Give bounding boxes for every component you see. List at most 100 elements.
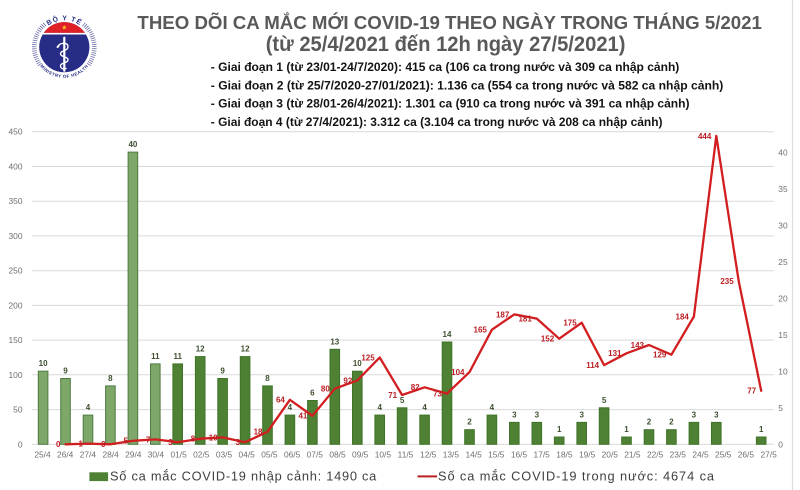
svg-text:400: 400 <box>9 162 23 172</box>
svg-text:82: 82 <box>411 383 420 392</box>
svg-text:03/5: 03/5 <box>216 449 233 459</box>
svg-text:- Giai đoạn 2 (từ 25/7/2020-27: - Giai đoạn 2 (từ 25/7/2020-27/01/2021):… <box>211 78 724 92</box>
svg-text:1: 1 <box>79 440 84 449</box>
svg-text:16/5: 16/5 <box>511 449 528 459</box>
svg-text:3: 3 <box>535 410 540 419</box>
svg-text:20: 20 <box>778 294 788 304</box>
svg-text:22/5: 22/5 <box>647 449 664 459</box>
svg-text:06/5: 06/5 <box>284 449 301 459</box>
svg-text:0: 0 <box>101 440 106 449</box>
svg-text:80: 80 <box>321 385 330 394</box>
svg-text:12: 12 <box>196 345 205 354</box>
svg-text:5: 5 <box>602 396 607 405</box>
svg-text:14/5: 14/5 <box>465 449 482 459</box>
svg-text:08/5: 08/5 <box>329 449 346 459</box>
svg-text:73: 73 <box>433 390 442 399</box>
svg-text:18/5: 18/5 <box>556 449 573 459</box>
svg-text:125: 125 <box>361 353 375 362</box>
svg-text:10: 10 <box>353 359 362 368</box>
svg-text:24/5: 24/5 <box>692 449 709 459</box>
svg-text:50: 50 <box>13 405 23 415</box>
svg-text:11: 11 <box>173 352 182 361</box>
svg-text:- Giai đoạn 4 (từ 27/4/2021):: - Giai đoạn 4 (từ 27/4/2021): 3.312 ca (… <box>211 115 663 129</box>
svg-text:10: 10 <box>39 359 48 368</box>
svg-text:5: 5 <box>778 403 783 413</box>
svg-text:21/5: 21/5 <box>624 449 641 459</box>
svg-text:3: 3 <box>236 438 241 447</box>
svg-text:35: 35 <box>778 184 788 194</box>
svg-text:444: 444 <box>698 132 712 141</box>
svg-text:13/5: 13/5 <box>443 449 460 459</box>
svg-text:09/5: 09/5 <box>352 449 369 459</box>
svg-text:Số ca mắc COVID-19 nhập cảnh:: Số ca mắc COVID-19 nhập cảnh: 1490 ca <box>110 469 377 484</box>
svg-text:152: 152 <box>541 335 555 344</box>
svg-text:131: 131 <box>608 349 622 358</box>
svg-text:25/5: 25/5 <box>715 449 732 459</box>
svg-text:- Giai đoạn 3 (từ 28/01-26/4/2: - Giai đoạn 3 (từ 28/01-26/4/2021): 1.30… <box>211 97 690 111</box>
svg-text:THEO DÕI CA MẮC MỚI COVID-19 T: THEO DÕI CA MẮC MỚI COVID-19 THEO NGÀY T… <box>137 12 762 33</box>
svg-text:187: 187 <box>496 310 510 319</box>
svg-text:165: 165 <box>474 326 488 335</box>
svg-text:11: 11 <box>151 352 160 361</box>
svg-text:3: 3 <box>512 410 517 419</box>
svg-text:9: 9 <box>63 367 68 376</box>
svg-text:4: 4 <box>422 403 427 412</box>
svg-text:23/5: 23/5 <box>670 449 687 459</box>
svg-text:12: 12 <box>241 345 250 354</box>
svg-text:4: 4 <box>490 403 495 412</box>
svg-text:250: 250 <box>9 266 23 276</box>
svg-text:104: 104 <box>451 368 465 377</box>
svg-text:BỘ Y TẾ: BỘ Y TẾ <box>46 14 85 27</box>
svg-text:01/5: 01/5 <box>170 449 187 459</box>
svg-text:6: 6 <box>310 389 315 398</box>
svg-text:25/4: 25/4 <box>34 449 51 459</box>
svg-text:8: 8 <box>108 374 113 383</box>
svg-text:9: 9 <box>220 367 225 376</box>
svg-text:17/5: 17/5 <box>534 449 551 459</box>
svg-text:19/5: 19/5 <box>579 449 596 459</box>
svg-text:14: 14 <box>443 330 452 339</box>
svg-text:150: 150 <box>9 335 23 345</box>
svg-text:05/5: 05/5 <box>261 449 278 459</box>
svg-text:1: 1 <box>557 425 562 434</box>
svg-text:235: 235 <box>720 277 734 286</box>
svg-text:7: 7 <box>146 435 151 444</box>
svg-text:8: 8 <box>265 374 270 383</box>
svg-text:3: 3 <box>168 438 173 447</box>
svg-text:0: 0 <box>18 439 23 449</box>
svg-text:181: 181 <box>518 315 532 324</box>
svg-text:1: 1 <box>624 425 629 434</box>
svg-text:30: 30 <box>778 221 788 231</box>
svg-text:12/5: 12/5 <box>420 449 437 459</box>
svg-text:71: 71 <box>388 391 397 400</box>
svg-text:4: 4 <box>288 403 293 412</box>
svg-text:11/5: 11/5 <box>398 449 414 459</box>
svg-text:3: 3 <box>579 410 584 419</box>
svg-text:(từ 25/4/2021 đến 12h ngày 27/: (từ 25/4/2021 đến 12h ngày 27/5/2021) <box>266 32 626 56</box>
svg-text:1: 1 <box>759 425 764 434</box>
svg-text:2: 2 <box>669 418 674 427</box>
svg-text:04/5: 04/5 <box>239 449 256 459</box>
svg-text:15/5: 15/5 <box>488 449 505 459</box>
svg-text:64: 64 <box>276 396 285 405</box>
svg-text:29/4: 29/4 <box>125 449 142 459</box>
svg-text:184: 184 <box>676 312 690 321</box>
svg-text:8: 8 <box>191 435 196 444</box>
svg-text:25: 25 <box>778 257 788 267</box>
svg-text:4: 4 <box>86 403 91 412</box>
svg-text:15: 15 <box>778 330 788 340</box>
svg-text:300: 300 <box>9 231 23 241</box>
svg-text:200: 200 <box>9 300 23 310</box>
svg-text:40: 40 <box>778 148 788 158</box>
svg-text:20/5: 20/5 <box>602 449 619 459</box>
svg-text:450: 450 <box>9 127 23 137</box>
svg-text:175: 175 <box>563 319 577 328</box>
svg-text:10: 10 <box>778 367 788 377</box>
svg-text:92: 92 <box>343 376 352 385</box>
svg-text:0: 0 <box>56 440 61 449</box>
svg-text:3: 3 <box>692 410 697 419</box>
svg-text:114: 114 <box>586 361 599 370</box>
svg-text:5: 5 <box>400 396 405 405</box>
svg-text:100: 100 <box>9 370 23 380</box>
svg-text:10/5: 10/5 <box>375 449 392 459</box>
